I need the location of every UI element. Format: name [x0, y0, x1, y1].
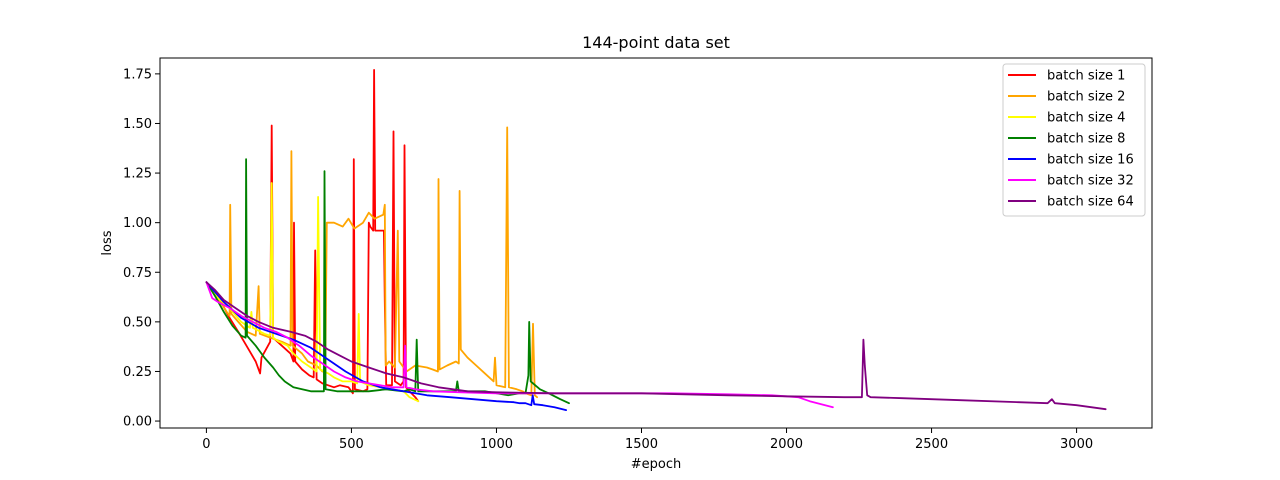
y-tick-label: 1.75: [123, 67, 152, 82]
x-tick-label: 1500: [625, 437, 658, 452]
series-line-7: [205, 281, 1107, 411]
y-tick-label: 0.25: [123, 365, 152, 380]
y-tick-label: 1.50: [123, 117, 152, 132]
chart-title: 144-point data set: [582, 33, 730, 52]
y-tick-label: 0.50: [123, 315, 152, 330]
x-tick-label: 2000: [770, 437, 803, 452]
x-tick-label: 3000: [1060, 437, 1093, 452]
plot-area: [159, 57, 1153, 429]
x-tick-label: 1000: [480, 437, 513, 452]
series-line-3: [205, 182, 420, 403]
legend-label: batch size 1: [1047, 69, 1125, 84]
y-tick-label: 1.00: [123, 216, 152, 231]
y-axis-title: loss: [100, 230, 115, 255]
x-axis: 0 500 1000 1500 2000 2500 3000: [202, 428, 1093, 452]
legend-label: batch size 2: [1047, 90, 1125, 105]
x-tick-label: 0: [202, 437, 210, 452]
series-line-2: [205, 126, 538, 399]
legend-label: batch size 64: [1047, 195, 1134, 210]
x-tick-label: 2500: [915, 437, 948, 452]
legend-label: batch size 4: [1047, 111, 1125, 126]
legend-label: batch size 8: [1047, 132, 1125, 147]
x-tick-label: 500: [339, 437, 364, 452]
x-axis-title: #epoch: [631, 457, 681, 472]
y-tick-label: 0.75: [123, 266, 152, 281]
legend: batch size 1 batch size 2 batch size 4 batc…: [1002, 63, 1146, 217]
y-axis: 0.00 0.25 0.50 0.75 1.00 1.25 1.50 1.75: [123, 67, 160, 430]
series-line-1: [205, 69, 420, 403]
legend-label: batch size 32: [1047, 174, 1134, 189]
legend-frame: [1002, 63, 1146, 217]
series-line-5: [205, 281, 567, 412]
series-layer: [205, 69, 1107, 412]
y-tick-label: 0.00: [123, 415, 152, 430]
y-tick-label: 1.25: [123, 167, 152, 182]
legend-label: batch size 16: [1047, 153, 1134, 168]
